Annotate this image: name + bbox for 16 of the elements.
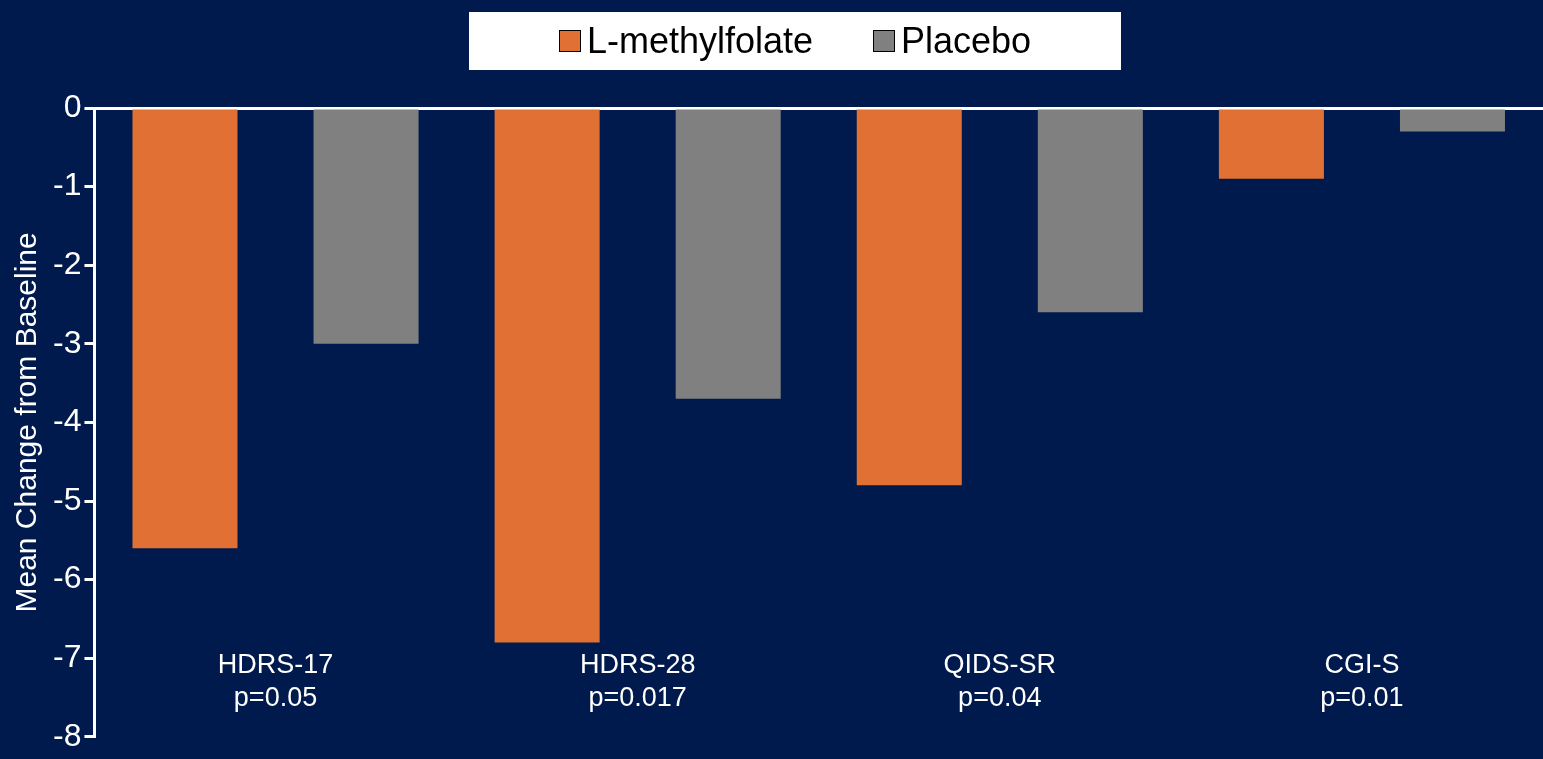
y-tick-label: -3 bbox=[53, 323, 82, 360]
y-tick-label: -8 bbox=[53, 716, 82, 753]
x-tick-label: HDRS-17 p=0.05 bbox=[217, 649, 334, 712]
x-tick-label: QIDS-SR p=0.04 bbox=[943, 649, 1057, 712]
y-tick-label: -1 bbox=[53, 166, 82, 203]
y-tick-label: -2 bbox=[53, 245, 82, 282]
y-tick-label: -6 bbox=[53, 559, 82, 596]
legend-label: L-methylfolate bbox=[586, 20, 813, 62]
y-tick-label: -4 bbox=[53, 402, 82, 439]
y-tick-label: 0 bbox=[63, 87, 82, 124]
x-tick-label: CGI-S p=0.01 bbox=[1320, 649, 1404, 712]
y-tick-label: -5 bbox=[53, 480, 82, 517]
y-axis-title: Mean Change from Baseline bbox=[9, 232, 43, 613]
legend-label: Placebo bbox=[901, 20, 1032, 62]
x-tick-label: HDRS-28 p=0.017 bbox=[579, 649, 696, 712]
y-tick-label: -7 bbox=[53, 638, 82, 675]
